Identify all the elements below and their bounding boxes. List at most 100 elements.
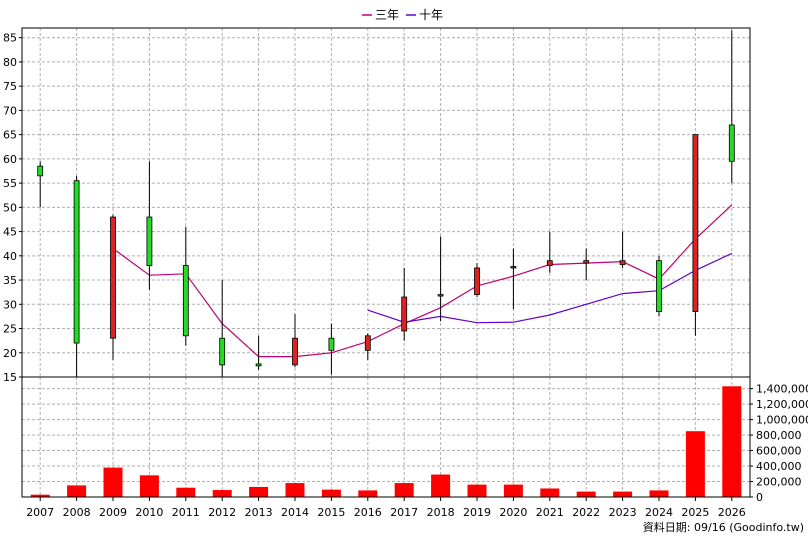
volume-tick-label: 200,000 [756,476,802,489]
volume-tick-label: 0 [756,491,763,504]
volume-tick-label: 1,200,000 [756,398,808,411]
candle [146,161,153,290]
price-frame [21,27,751,378]
year-tick-label: 2013 [245,506,273,519]
candle-body [619,260,626,265]
candle-body [401,296,408,332]
year-tick-label: 2021 [536,506,564,519]
candle [73,175,80,377]
candle [692,134,699,336]
candle-body [182,265,189,337]
candle-body [328,337,335,351]
year-tick-label: 2015 [317,506,345,519]
price-tick-label: 65 [3,129,17,142]
candle-body [474,267,480,295]
candle-body [728,124,735,162]
price-tick-label: 85 [3,32,17,45]
year-tick-label: 2018 [427,506,455,519]
volume-bar [30,494,50,497]
legend-ma10-label: 十年 [419,8,443,22]
year-tick-label: 2016 [354,506,382,519]
volume-bar [212,490,232,497]
volume-bar [139,475,159,497]
volume-bar [649,490,669,497]
volume-tick-label: 600,000 [756,445,802,458]
candle-body [37,165,44,177]
volume-tick-label: 1,400,000 [756,383,808,396]
price-tick-label: 20 [3,347,17,360]
volume-bar [176,487,196,497]
candle [37,161,44,208]
volume-bar [285,483,305,497]
candle-body [364,335,371,351]
year-tick-label: 2012 [208,506,236,519]
volume-bar [685,431,705,497]
volume-bar [540,488,560,497]
volume-bar [576,491,596,497]
volume-frame [21,376,751,498]
candle [656,255,662,317]
ma3-line [112,204,733,358]
candle [583,248,590,281]
candle [728,30,735,184]
candle [619,231,626,268]
volume-bar [503,484,523,497]
volume-tick-label: 1,000,000 [756,414,808,427]
legend: 三年 十年 [362,8,443,22]
price-tick-label: 45 [3,226,17,239]
candle-body [583,260,590,264]
legend-ma3-label: 三年 [375,8,399,22]
price-panel: 15 20 25 30 35 40 45 50 55 60 65 70 75 80 85 [3,27,751,384]
year-tick-label: 2024 [645,506,673,519]
candle [328,323,335,375]
candle-body [146,216,153,266]
year-tick-label: 2023 [609,506,637,519]
volume-bar [358,490,378,497]
candle [364,333,371,361]
candle-body [692,134,699,312]
volume-bar [613,491,633,497]
candle-body [656,260,662,312]
candle [474,263,480,298]
volume-panel: 0 200,000 400,000 600,000 800,000 1,000,000 1,… [21,376,808,504]
candle [292,313,298,368]
year-tick-label: 2020 [499,506,527,519]
candle [255,335,262,370]
year-tick-label: 2025 [681,506,709,519]
volume-bar [249,486,269,497]
price-tick-label: 15 [3,371,17,384]
candle [546,231,553,273]
candle-body [219,337,226,366]
volume-bar [467,484,487,497]
volume-bar [722,386,742,497]
volume-bar [67,485,87,497]
year-axis: 2007 2008 2009 2010 2011 2012 2013 2014 2015 2016… [26,497,746,519]
year-tick-label: 2026 [718,506,746,519]
candle-body [73,180,80,344]
candle-body [292,337,298,366]
price-tick-label: 60 [3,153,17,166]
candle-body [110,216,116,339]
year-tick-label: 2007 [26,506,54,519]
year-tick-label: 2009 [99,506,127,519]
volume-bar [394,483,414,497]
candle-body [510,266,517,269]
year-tick-label: 2014 [281,506,309,519]
candle-body [437,294,444,297]
candle [182,226,189,346]
year-tick-label: 2008 [63,506,91,519]
year-tick-label: 2011 [172,506,200,519]
candle [437,236,444,322]
price-tick-label: 80 [3,56,17,69]
price-tick-label: 35 [3,274,17,287]
price-tick-label: 55 [3,177,17,190]
year-tick-label: 2010 [135,506,163,519]
price-tick-label: 70 [3,104,17,117]
candle [510,248,517,310]
candle [219,280,226,377]
candle [110,214,116,361]
volume-bar [103,467,123,497]
volume-bar [321,489,341,497]
volume-tick-label: 800,000 [756,429,802,442]
